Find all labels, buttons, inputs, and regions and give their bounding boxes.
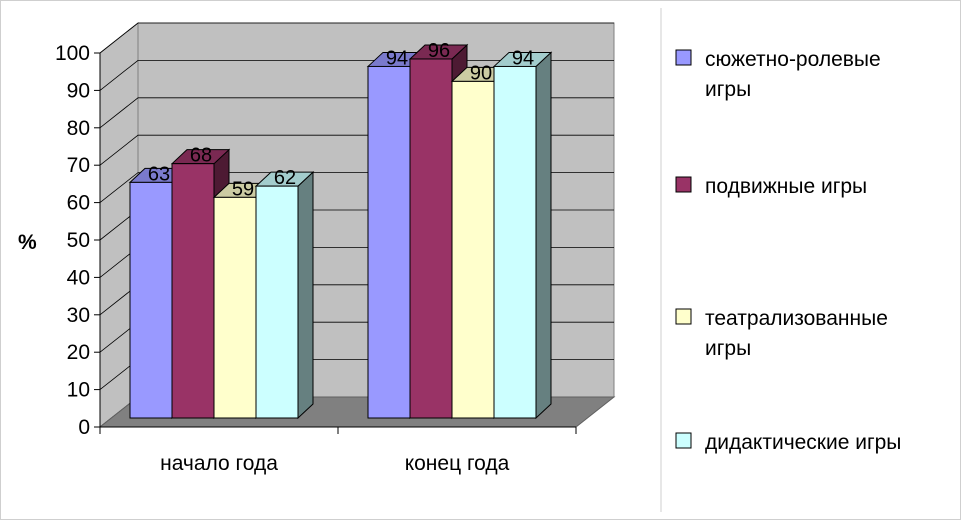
data-label: 96 <box>428 40 450 62</box>
y-tick-label: 10 <box>67 379 90 402</box>
y-tick-label: 30 <box>67 304 90 327</box>
data-label: 59 <box>232 178 254 200</box>
x-category-label: начало года <box>160 452 278 475</box>
legend-swatch <box>675 176 692 193</box>
y-tick-label: 70 <box>67 154 90 177</box>
legend-label: подвижные игры <box>705 175 867 198</box>
legend-swatch <box>675 49 692 66</box>
data-label: 94 <box>386 47 408 69</box>
y-tick-label: 0 <box>78 416 90 439</box>
plot-area: 0 10 20 30 40 50 60 70 80 90 100 63 68 59 62 начало год… <box>55 21 616 475</box>
bar-side <box>535 51 552 420</box>
x-category-label: конец года <box>405 452 510 475</box>
legend-label: дидактические игры <box>705 431 901 454</box>
data-label: 94 <box>512 47 534 69</box>
y-tick-label: 90 <box>67 79 90 102</box>
legend: сюжетно-ролевые игры подвижные игры театрал… <box>660 8 901 512</box>
data-label: 63 <box>148 163 170 185</box>
bar <box>129 181 173 419</box>
bar <box>213 196 257 419</box>
y-tick-label: 100 <box>55 42 90 65</box>
legend-label: сюжетно-ролевые <box>705 48 881 71</box>
data-label: 90 <box>470 62 492 84</box>
bar <box>451 80 495 419</box>
bar <box>255 185 299 419</box>
legend-label: игры <box>705 78 751 101</box>
legend-swatch <box>675 308 692 325</box>
bar <box>409 58 453 419</box>
gridline <box>99 22 614 54</box>
legend-label: театрализованные <box>705 307 888 330</box>
y-tick-label: 60 <box>67 192 90 215</box>
y-tick-label: 80 <box>67 117 90 140</box>
bar <box>493 65 537 419</box>
y-tick-label: 20 <box>67 341 90 364</box>
bar <box>171 163 215 419</box>
legend-swatch <box>675 432 692 449</box>
data-label: 68 <box>190 145 212 167</box>
bar-side <box>297 170 314 420</box>
y-axis-title: % <box>18 231 37 254</box>
y-tick-label: 40 <box>67 266 90 289</box>
bar <box>367 65 411 419</box>
data-label: 62 <box>274 167 296 189</box>
legend-label: игры <box>705 337 751 360</box>
y-tick-label: 50 <box>67 229 90 252</box>
